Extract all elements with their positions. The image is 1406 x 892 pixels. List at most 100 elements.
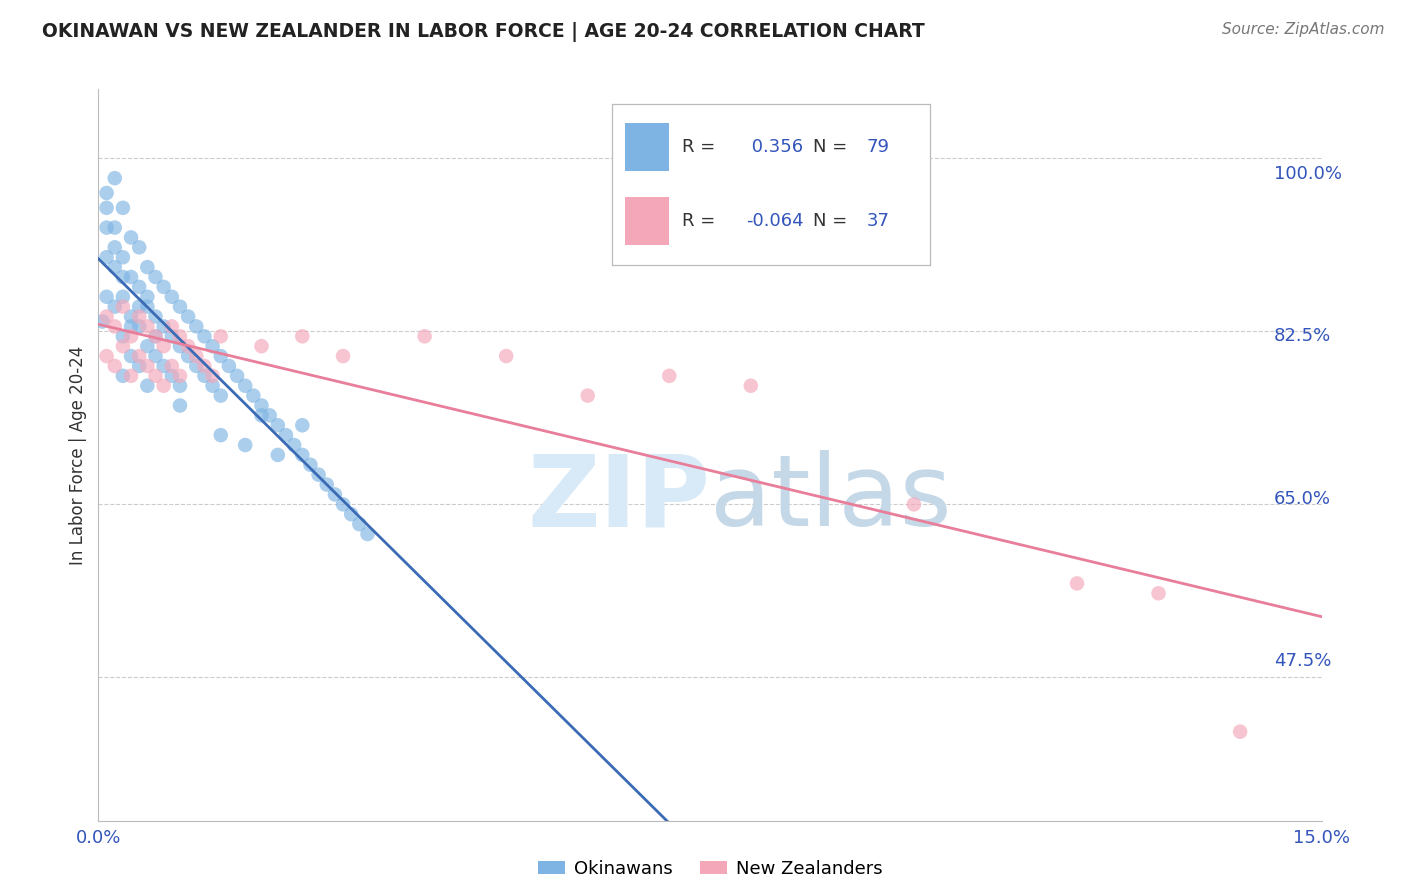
Point — [231, 323, 253, 337]
Y-axis label: In Labor Force | Age 20-24: In Labor Force | Age 20-24 — [69, 341, 87, 560]
Point — [259, 332, 281, 346]
Point — [360, 462, 382, 476]
Point — [238, 332, 260, 346]
Point — [201, 323, 224, 337]
Point — [527, 351, 550, 365]
Point — [238, 397, 260, 411]
Point — [238, 378, 260, 392]
Point — [252, 323, 274, 337]
Point — [201, 248, 224, 262]
Point — [179, 248, 201, 262]
Point — [309, 406, 332, 420]
Point — [215, 277, 238, 291]
Point — [201, 359, 224, 374]
Point — [274, 332, 297, 346]
Point — [405, 517, 427, 532]
Point — [266, 369, 288, 384]
Point — [1036, 564, 1059, 578]
Point — [281, 359, 304, 374]
Text: ZIP: ZIP — [537, 443, 721, 541]
Point — [295, 434, 318, 449]
Point — [172, 351, 194, 365]
Point — [259, 359, 281, 374]
Point — [1181, 703, 1204, 717]
Point — [201, 351, 224, 365]
Point — [353, 452, 375, 467]
Point — [252, 351, 274, 365]
Point — [295, 378, 318, 392]
Point — [673, 369, 696, 384]
Point — [238, 304, 260, 318]
Point — [201, 313, 224, 327]
Point — [179, 184, 201, 198]
Point — [456, 332, 478, 346]
Point — [186, 295, 209, 310]
Point — [215, 351, 238, 365]
Point — [186, 211, 209, 226]
Point — [201, 304, 224, 318]
Point — [215, 332, 238, 346]
Point — [208, 359, 231, 374]
Point — [215, 313, 238, 327]
Point — [169, 318, 191, 333]
Point — [346, 332, 368, 346]
Point — [222, 342, 245, 356]
Point — [179, 230, 201, 244]
Point — [186, 369, 209, 384]
Point — [382, 490, 405, 504]
Point — [325, 443, 347, 458]
Point — [1109, 574, 1132, 588]
Point — [600, 388, 623, 402]
Point — [231, 359, 253, 374]
Point — [179, 323, 201, 337]
Point — [288, 369, 311, 384]
Point — [179, 359, 201, 374]
Point — [245, 313, 267, 327]
Point — [222, 359, 245, 374]
Point — [245, 351, 267, 365]
Point — [208, 342, 231, 356]
Point — [208, 295, 231, 310]
Point — [309, 397, 332, 411]
Point — [302, 388, 325, 402]
Legend: Okinawans, New Zealanders: Okinawans, New Zealanders — [541, 822, 900, 854]
Point — [368, 471, 391, 485]
Point — [186, 258, 209, 272]
Point — [375, 481, 398, 495]
Point — [194, 313, 217, 327]
Point — [266, 378, 288, 392]
Point — [172, 313, 194, 327]
Point — [194, 277, 217, 291]
Point — [325, 416, 347, 430]
Point — [194, 323, 217, 337]
Point — [194, 369, 217, 384]
Point — [389, 499, 412, 513]
Point — [274, 425, 297, 439]
Point — [186, 277, 209, 291]
Text: Source: ZipAtlas.com: Source: ZipAtlas.com — [1222, 22, 1385, 37]
Point — [194, 332, 217, 346]
Point — [208, 267, 231, 281]
Point — [346, 443, 368, 458]
Point — [179, 304, 201, 318]
Point — [266, 342, 288, 356]
Point — [172, 197, 194, 211]
Point — [382, 351, 405, 365]
Point — [222, 323, 245, 337]
Point — [201, 285, 224, 300]
Point — [208, 304, 231, 318]
Point — [179, 267, 201, 281]
Point — [172, 258, 194, 272]
Point — [186, 332, 209, 346]
Point — [745, 378, 768, 392]
Point — [186, 304, 209, 318]
Point — [891, 490, 914, 504]
Point — [238, 342, 260, 356]
Point — [222, 285, 245, 300]
Point — [274, 388, 297, 402]
Point — [208, 323, 231, 337]
Point — [194, 351, 217, 365]
Point — [238, 369, 260, 384]
Point — [309, 342, 332, 356]
Point — [231, 369, 253, 384]
